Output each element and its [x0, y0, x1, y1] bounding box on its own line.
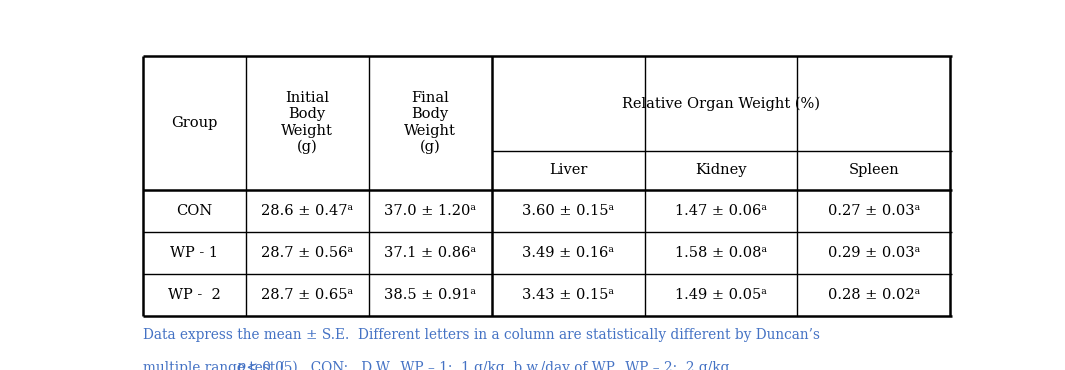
Text: 1.58 ± 0.08ᵃ: 1.58 ± 0.08ᵃ: [675, 246, 767, 260]
Text: WP -  2: WP - 2: [168, 288, 220, 302]
Text: multiple range test (: multiple range test (: [143, 360, 285, 370]
Text: 1.47 ± 0.06ᵃ: 1.47 ± 0.06ᵃ: [675, 204, 767, 218]
Text: CON: CON: [177, 204, 213, 218]
Text: < 0.05).  CON:   D.W.  WP – 1:  1 g/kg  b.w./day of WP,  WP – 2:  2 g/kg: < 0.05). CON: D.W. WP – 1: 1 g/kg b.w./d…: [242, 360, 728, 370]
Text: 28.7 ± 0.65ᵃ: 28.7 ± 0.65ᵃ: [261, 288, 354, 302]
Text: 28.7 ± 0.56ᵃ: 28.7 ± 0.56ᵃ: [261, 246, 354, 260]
Text: Group: Group: [171, 116, 217, 130]
Text: 3.60 ± 0.15ᵃ: 3.60 ± 0.15ᵃ: [522, 204, 615, 218]
Text: WP - 1: WP - 1: [170, 246, 218, 260]
Text: Spleen: Spleen: [849, 164, 899, 178]
Text: Relative Organ Weight (%): Relative Organ Weight (%): [622, 96, 820, 111]
Text: 0.28 ± 0.02ᵃ: 0.28 ± 0.02ᵃ: [828, 288, 920, 302]
Text: 3.49 ± 0.16ᵃ: 3.49 ± 0.16ᵃ: [522, 246, 615, 260]
Text: Initial
Body
Weight
(g): Initial Body Weight (g): [281, 91, 333, 154]
Text: Liver: Liver: [548, 164, 587, 178]
Text: Data express the mean ± S.E.  Different letters in a column are statistically di: Data express the mean ± S.E. Different l…: [143, 327, 820, 342]
Text: 0.29 ± 0.03ᵃ: 0.29 ± 0.03ᵃ: [828, 246, 920, 260]
Text: 37.1 ± 0.86ᵃ: 37.1 ± 0.86ᵃ: [384, 246, 476, 260]
Text: 28.6 ± 0.47ᵃ: 28.6 ± 0.47ᵃ: [261, 204, 354, 218]
Text: 37.0 ± 1.20ᵃ: 37.0 ± 1.20ᵃ: [384, 204, 476, 218]
Text: 1.49 ± 0.05ᵃ: 1.49 ± 0.05ᵃ: [675, 288, 767, 302]
Text: p: p: [236, 360, 245, 370]
Text: 0.27 ± 0.03ᵃ: 0.27 ± 0.03ᵃ: [828, 204, 920, 218]
Text: 3.43 ± 0.15ᵃ: 3.43 ± 0.15ᵃ: [522, 288, 615, 302]
Text: Final
Body
Weight
(g): Final Body Weight (g): [405, 91, 456, 154]
Text: Kidney: Kidney: [695, 164, 747, 178]
Text: 38.5 ± 0.91ᵃ: 38.5 ± 0.91ᵃ: [384, 288, 476, 302]
